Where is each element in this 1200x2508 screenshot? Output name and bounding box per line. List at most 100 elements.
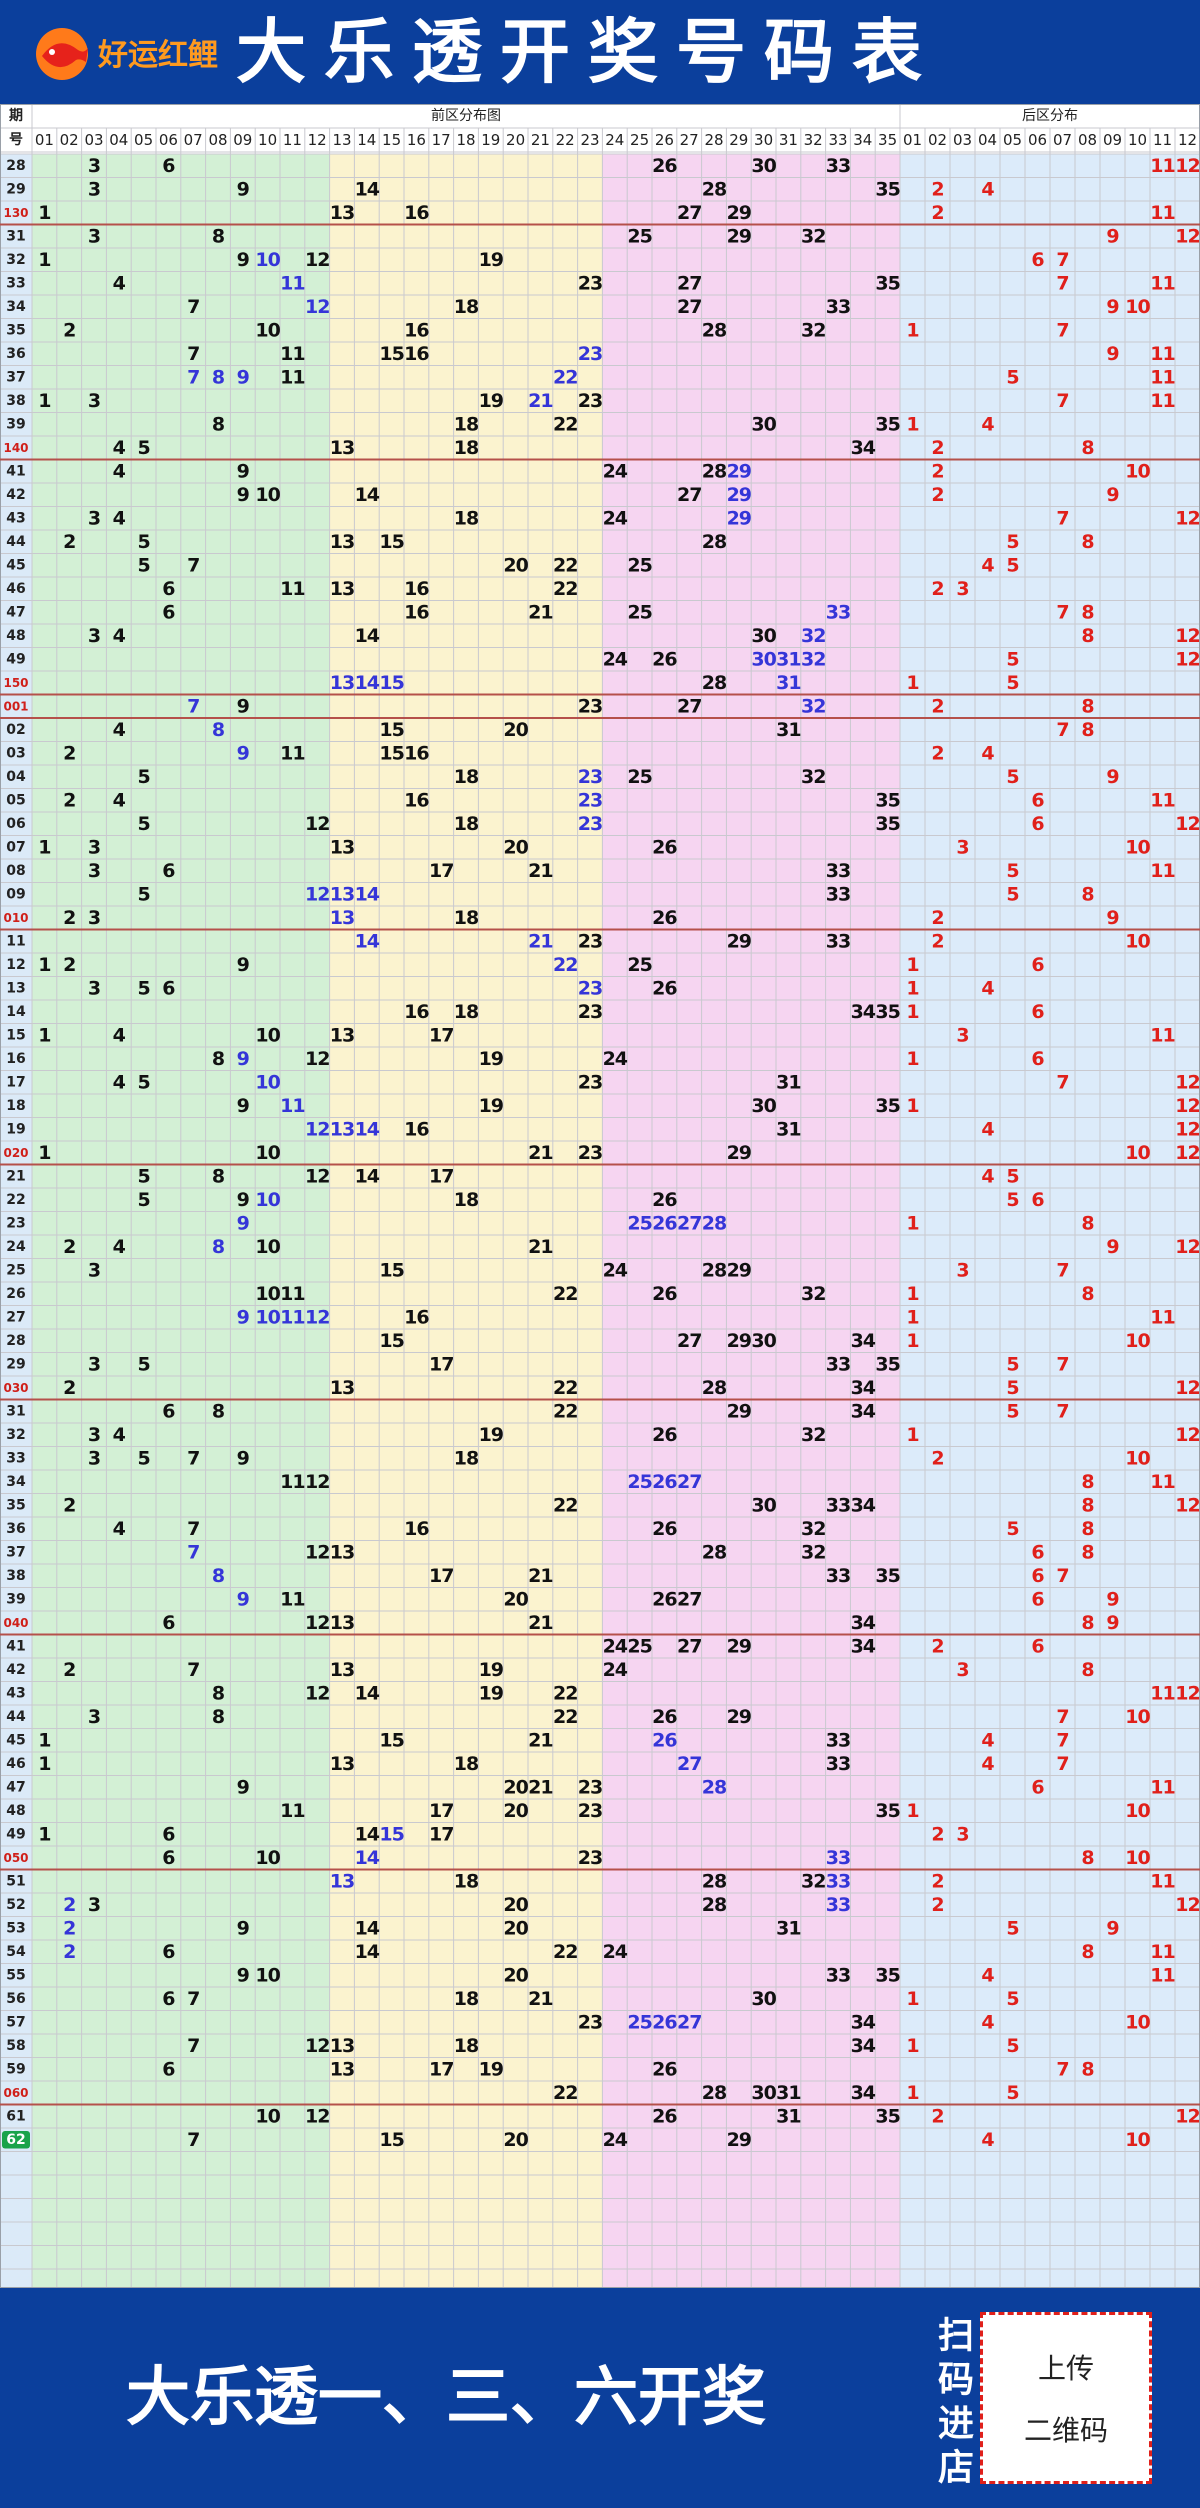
front-number: 11: [280, 272, 304, 294]
front-number: 26: [652, 1729, 677, 1751]
back-number: 5: [1006, 672, 1018, 694]
issue-label: 001: [3, 699, 28, 713]
front-number: 18: [454, 437, 479, 459]
back-number: 4: [981, 2129, 994, 2151]
front-number: 33: [826, 296, 850, 318]
front-number: 2: [63, 742, 75, 764]
front-number: 3: [88, 977, 100, 999]
back-number: 4: [981, 1165, 994, 1187]
issue-label: 47: [6, 604, 25, 620]
front-column-label: 35: [878, 131, 897, 149]
issue-label: 45: [6, 557, 25, 573]
front-number: 16: [404, 1001, 429, 1023]
front-number: 5: [137, 554, 149, 576]
back-number: 8: [1081, 1494, 1094, 1516]
front-number: 26: [652, 1588, 677, 1610]
back-number: 4: [981, 178, 994, 200]
back-number: 4: [981, 1729, 994, 1751]
back-column-label: 12: [1178, 131, 1197, 149]
back-number: 2: [931, 202, 943, 224]
front-number: 1: [38, 1024, 50, 1046]
front-number: 12: [305, 1541, 329, 1563]
issue-label: 43: [6, 510, 25, 526]
front-number: 5: [137, 977, 149, 999]
front-number: 21: [528, 1776, 552, 1798]
back-number: 10: [1125, 460, 1150, 482]
back-number: 12: [1175, 1236, 1199, 1258]
front-number: 28: [702, 178, 727, 200]
front-number: 25: [627, 225, 651, 247]
front-number: 35: [875, 272, 899, 294]
front-number: 3: [88, 1894, 100, 1916]
front-column-label: 04: [109, 131, 128, 149]
back-number: 7: [1056, 1400, 1068, 1422]
issue-label: 36: [6, 1521, 25, 1537]
front-number: 4: [113, 507, 126, 529]
front-number: 13: [330, 1377, 354, 1399]
front-number: 34: [851, 1635, 876, 1657]
front-number: 33: [826, 155, 850, 177]
front-number: 10: [255, 2105, 280, 2127]
back-number: 12: [1175, 1377, 1199, 1399]
back-number: 1: [906, 672, 918, 694]
back-number: 2: [931, 437, 943, 459]
front-number: 20: [503, 719, 528, 741]
back-number: 1: [906, 1800, 918, 1822]
front-number: 16: [404, 789, 429, 811]
front-number: 8: [212, 719, 225, 741]
front-number: 27: [677, 1330, 701, 1352]
back-number: 3: [956, 836, 968, 858]
front-number: 21: [528, 1565, 552, 1587]
front-number: 11: [280, 578, 304, 600]
front-number: 10: [255, 484, 280, 506]
front-number: 5: [137, 1353, 149, 1375]
front-number: 29: [727, 2129, 751, 2151]
front-number: 14: [355, 672, 380, 694]
front-number: 29: [727, 1635, 751, 1657]
back-number: 9: [1106, 225, 1118, 247]
front-number: 12: [305, 813, 329, 835]
logo-eye: [49, 49, 55, 55]
front-number: 35: [875, 1800, 899, 1822]
front-number: 33: [826, 930, 850, 952]
front-number: 9: [237, 1212, 249, 1234]
front-number: 2: [63, 1494, 75, 1516]
latest-badge: [2, 2131, 30, 2149]
back-number: 10: [1125, 1447, 1150, 1469]
front-number: 8: [212, 1400, 225, 1422]
page-title: 大乐透开奖号码表: [236, 11, 940, 93]
back-number: 6: [1031, 1189, 1044, 1211]
front-number: 6: [162, 1941, 175, 1963]
front-number: 18: [454, 413, 479, 435]
front-column-label: 02: [60, 131, 79, 149]
issue-label: 33: [6, 1450, 25, 1466]
issue-label: 42: [6, 487, 25, 503]
back-number: 1: [906, 1095, 918, 1117]
back-number: 6: [1031, 1541, 1044, 1563]
issue-label: 45: [6, 1732, 25, 1748]
front-number: 18: [454, 1988, 479, 2010]
front-number: 10: [255, 1071, 280, 1093]
issue-label: 49: [6, 651, 25, 667]
front-number: 16: [404, 578, 429, 600]
back-number: 4: [981, 413, 994, 435]
issue-label: 35: [6, 1497, 25, 1513]
front-number: 26: [652, 907, 677, 929]
front-number: 14: [355, 625, 380, 647]
front-number: 17: [429, 1823, 453, 1845]
back-number: 2: [931, 930, 943, 952]
back-column-label: 03: [953, 131, 972, 149]
front-number: 11: [280, 366, 304, 388]
front-number: 22: [553, 1400, 577, 1422]
front-number: 13: [330, 907, 354, 929]
front-number: 32: [801, 766, 825, 788]
back-number: 11: [1150, 366, 1174, 388]
back-number: 2: [931, 578, 943, 600]
back-number: 6: [1031, 1001, 1044, 1023]
front-number: 5: [137, 883, 149, 905]
front-number: 22: [553, 1283, 577, 1305]
front-number: 20: [503, 1964, 528, 1986]
front-number: 34: [851, 1494, 876, 1516]
front-number: 6: [162, 1823, 175, 1845]
back-number: 7: [1056, 1706, 1068, 1728]
